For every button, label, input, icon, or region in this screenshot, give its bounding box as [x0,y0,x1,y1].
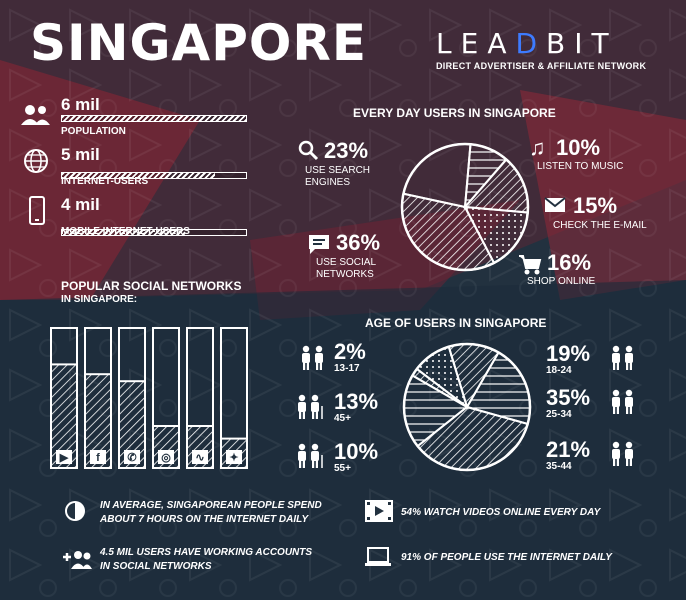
people-icon [298,443,323,468]
daily-shop-pct: 16% [547,250,592,275]
age-pct: 13% [334,389,379,414]
mobile-users-label: MOBILE INTERNET-USERS [61,226,190,237]
footer-internet: 91% OF PEOPLE USE THE INTERNET DAILY [401,552,612,563]
people-icon [612,441,633,466]
people-icon [612,389,633,414]
brand-logo-letter: B [546,27,575,60]
brand-logo-letter: I [574,27,592,60]
whatsapp-icon: ✆ [127,452,136,464]
people-icon [612,345,633,370]
video-icon [365,500,393,522]
daily-social-label: USE SOCIAL NETWORKS [316,257,376,281]
mobile-users-bar [61,229,247,236]
messenger-icon: ∿ [195,452,204,464]
age-label-13-17: 2% 13-17 [334,341,366,375]
footer-accounts-line2: IN SOCIAL NETWORKS [100,560,212,572]
age-range: 55+ [334,463,351,474]
add-user-icon [63,551,92,569]
age-range: 25-34 [546,409,572,420]
social-bar-youtube: ▶ [50,327,78,469]
daily-search-pct: 23% [324,138,369,163]
internet-users-bar [61,172,247,179]
footer-hours-line2: ABOUT 7 HOURS ON THE INTERNET DAILY [100,513,309,525]
footer-accounts: 4.5 MIL USERS HAVE WORKING ACCOUNTS IN S… [100,546,312,573]
youtube-icon: ▶ [59,452,69,464]
page-title: SINGAPORE [30,14,368,72]
population-label: POPULATION [61,126,126,137]
daily-title: EVERY DAY USERS IN SINGAPORE [353,106,556,120]
chat-icon [309,235,329,254]
mobile-users-value: 4 mil [61,195,100,214]
social-bar-twitter: ✦ [220,327,248,469]
facebook-icon: f [96,452,100,464]
footer-hours: IN AVERAGE, SINGAPOREAN PEOPLE SPEND ABO… [100,499,322,526]
daily-search-label-line2: ENGINES [305,177,351,188]
daily-music-label: LISTEN TO MUSIC [537,161,624,172]
brand-logo: LEADBIT [436,30,618,58]
age-pct: 19% [546,341,591,366]
age-pct: 2% [334,339,366,364]
clock-icon [65,501,85,521]
footer-hours-line1: IN AVERAGE, SINGAPOREAN PEOPLE SPEND [100,500,322,511]
globe-icon [24,149,48,173]
daily-social-pct: 36% [336,230,381,255]
brand-logo-letter: T [591,27,618,60]
age-range: 45+ [334,413,351,424]
search-icon [298,140,319,161]
brand-logo-letter: L [436,27,461,60]
age-pie-chart [402,342,532,472]
footer-videos: 54% WATCH VIDEOS ONLINE EVERY DAY [401,507,601,518]
footer-accounts-line1: 4.5 MIL USERS HAVE WORKING ACCOUNTS [100,547,313,558]
daily-shop-label: SHOP ONLINE [527,276,596,287]
age-range: 18-24 [546,365,572,376]
cart-icon [519,255,542,275]
population-value: 6 mil [61,95,100,114]
internet-users-label: INTERNET-USERS [61,176,149,187]
age-pct: 35% [546,385,591,410]
people-icon [298,394,323,419]
brand-logo-letter: E [460,27,488,60]
internet-users-value: 5 mil [61,145,100,164]
daily-search-label-line1: USE SEARCH [305,165,371,176]
age-label-55plus: 10% 55+ [334,441,378,475]
daily-music-pct: 10% [556,135,601,160]
twitter-icon: ✦ [229,452,238,464]
age-label-45plus: 13% 45+ [334,391,378,425]
daily-social-label-line2: NETWORKS [316,269,374,280]
social-bar-messenger: ∿ [186,327,214,469]
age-range: 13-17 [334,363,360,374]
daily-mail-pct: 15% [573,193,618,218]
social-title: POPULAR SOCIAL NETWORKS [61,279,242,293]
laptop-icon [365,547,391,566]
daily-search-label: USE SEARCH ENGINES [305,165,370,189]
age-title: AGE OF USERS IN SINGAPORE [365,316,547,330]
social-subtitle: IN SINGAPORE: [61,294,138,305]
brand-logo-letter: A [487,27,516,60]
mail-icon [544,197,566,212]
age-label-18-24: 19% 18-24 [546,343,590,377]
daily-mail-label: CHECK THE E-MAIL [553,220,647,231]
social-bars-chart: ▶ f ✆ ◎ ∿ ✦ [50,327,248,470]
age-pct: 21% [546,437,591,462]
age-range: 35-44 [546,461,572,472]
phone-icon [29,196,45,225]
stats-section: 6 mil POPULATION 5 mil INTERNET-USERS 4 … [0,0,686,237]
social-bar-facebook: f [84,327,112,470]
social-bar-whatsapp: ✆ [118,327,146,470]
brand-logo-letter: D [515,27,547,60]
age-pct: 10% [334,439,379,464]
age-label-35-44: 21% 35-44 [546,439,590,473]
social-bar-instagram: ◎ [152,327,180,469]
daily-social-label-line1: USE SOCIAL [316,257,377,268]
age-label-25-34: 35% 25-34 [546,387,590,421]
music-icon: ♫ [529,135,546,160]
daily-pie-chart [400,142,530,272]
people-icon [302,345,323,370]
instagram-icon: ◎ [161,452,171,464]
brand-tagline: DIRECT ADVERTISER & AFFILIATE NETWORK [436,61,647,71]
users-icon [21,105,50,125]
population-bar [61,115,247,122]
